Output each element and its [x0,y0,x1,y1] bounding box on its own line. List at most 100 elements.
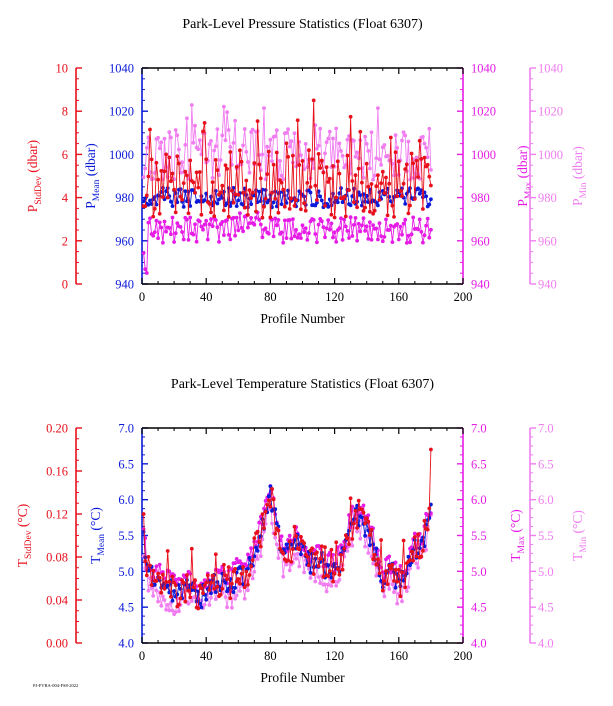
data-point-max [238,211,242,216]
data-point-mean [406,554,411,559]
data-point-stddev [411,161,416,166]
data-point-min [191,140,196,145]
data-point-mean [416,186,420,191]
data-point-mean [408,186,412,191]
data-point-stddev [230,581,234,586]
data-point-max [416,227,420,232]
y-axis-max: 4.0 4.5 5.0 5.5 6.0 6.5 7.0 TMax (°C) [457,422,527,651]
data-point-min [151,594,156,598]
data-point-max [167,226,172,230]
data-point-max [186,238,191,242]
y-axis-title-sub: StdDev [34,176,44,205]
data-point-min [329,584,334,588]
data-point-stddev [400,570,404,575]
data-point-stddev [144,193,149,198]
data-point-min [173,128,178,132]
data-point-stddev [228,596,233,601]
y-axis-title-unit: (dbar) [25,140,40,176]
data-point-max [188,571,193,576]
data-point-max [156,236,161,241]
data-point-mean [223,580,228,585]
data-point-stddev [183,599,188,604]
data-point-stddev [173,583,178,588]
data-point-stddev [401,538,406,543]
data-point-min [270,521,274,526]
data-point-max [337,226,342,231]
data-point-stddev [162,586,167,591]
data-point-stddev [321,575,326,579]
data-point-max [356,221,361,226]
data-point-stddev [311,572,316,576]
y-axis-title-sub: Mean [97,534,107,556]
data-point-stddev [222,208,226,213]
data-point-stddev [287,539,292,544]
data-point-max [307,231,311,236]
data-point-mean [209,591,213,596]
data-point-max [247,221,252,226]
data-point-min [186,601,191,606]
y-axis-title-min: PMin (dbar) [570,146,589,206]
data-point-max [226,233,231,237]
y-axis-title-stddev: TStdDev (°C) [15,504,34,568]
y-tick-label-min: 1000 [538,148,563,162]
data-point-mean [403,202,408,206]
data-point-mean [213,590,218,594]
data-point-max [185,217,189,222]
y-tick-label-max: 5.0 [471,565,487,579]
data-point-mean [318,194,323,199]
data-point-min [292,131,297,136]
data-point-stddev [379,181,383,186]
y-tick-label-mean: 1020 [109,105,134,119]
data-point-stddev [181,181,186,186]
data-point-stddev [233,567,238,571]
y-tick-label-mean: 1000 [109,148,134,162]
data-point-stddev [419,157,424,161]
data-point-stddev [189,546,194,551]
data-point-min [189,103,194,107]
data-point-stddev [213,158,218,162]
data-point-max [406,233,411,238]
data-point-max [339,216,343,221]
data-point-min [233,596,238,601]
data-point-stddev [291,547,295,552]
data-point-stddev [353,173,358,178]
data-point-min [246,160,250,164]
data-point-stddev [167,579,172,584]
data-point-mean [319,198,324,203]
y-axis-title-sub: Min [579,537,589,553]
data-point-stddev [205,573,210,578]
data-point-stddev [162,169,167,174]
data-point-max [287,533,292,538]
y-axis-title-max: TMax (°C) [508,509,527,561]
data-point-stddev [276,528,281,533]
y-tick-label-max: 1000 [471,148,496,162]
data-point-stddev [360,507,364,512]
y-tick-label-mean: 4.5 [118,601,134,615]
data-point-min [305,165,310,170]
data-point-min [149,586,154,591]
data-point-max [387,228,392,232]
x-tick-label: 0 [139,649,145,663]
data-point-max [207,222,212,227]
data-point-max [340,238,345,242]
data-point-stddev [343,214,348,219]
data-point-stddev [347,188,351,193]
data-point-mean [177,583,181,587]
data-point-stddev [178,596,183,601]
data-point-stddev [212,586,217,591]
data-point-mean [374,546,379,551]
data-point-max [202,222,207,227]
data-point-min [230,605,234,610]
data-point-mean [363,533,367,538]
data-point-max [321,225,326,230]
data-point-mean [188,204,193,208]
data-point-stddev [257,162,262,167]
y-axis-title-sub: Mean [92,179,102,201]
data-point-mean [427,516,432,520]
data-point-stddev [225,577,230,582]
data-point-min [173,610,178,614]
data-point-min [342,554,347,559]
data-point-stddev [350,179,355,183]
data-point-stddev [209,210,213,215]
